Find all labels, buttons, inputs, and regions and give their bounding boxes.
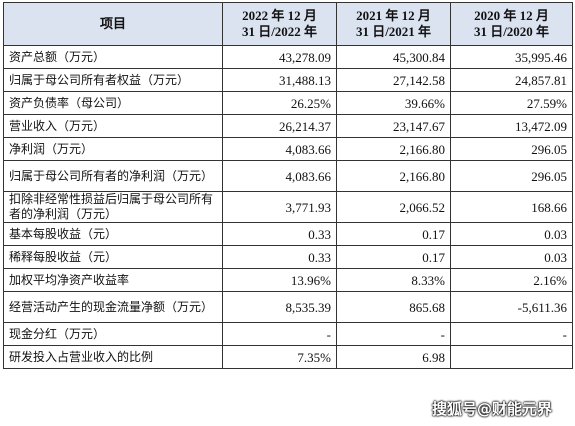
table-row: 资产总额（万元） 43,278.09 45,300.84 35,995.46 [3, 45, 573, 69]
row-label: 扣除非经常性损益后归属于母公司所有者的净利润（万元） [3, 191, 223, 223]
table-row: 资产负债率（母公司） 26.25% 39.66% 27.59% [3, 91, 573, 115]
cell-2022: 0.33 [222, 222, 337, 246]
table-row: 研发投入占营业收入的比例 7.35% 6.98 [3, 345, 573, 369]
row-label: 资产负债率（母公司） [3, 91, 223, 115]
header-2022-line2: 31 日/2022 年 [241, 24, 318, 39]
row-label: 经营活动产生的现金流量净额（万元） [3, 291, 223, 323]
row-label: 基本每股收益（元） [3, 222, 223, 246]
cell-2022: 8,535.39 [222, 291, 337, 323]
header-2021: 2021 年 12 月 31 日/2021 年 [336, 2, 451, 46]
cell-2020: 24,857.81 [450, 68, 573, 92]
cell-2021: - [336, 322, 451, 346]
cell-2021: 8.33% [336, 268, 451, 292]
cell-2020: 0.03 [450, 245, 573, 269]
row-label: 营业收入（万元） [3, 114, 223, 138]
cell-2022: 13.96% [222, 268, 337, 292]
row-label: 净利润（万元） [3, 137, 223, 161]
cell-2022: 26,214.37 [222, 114, 337, 138]
row-label: 加权平均净资产收益率 [3, 268, 223, 292]
cell-2022: 26.25% [222, 91, 337, 115]
cell-2020: - [450, 322, 573, 346]
row-label: 归属于母公司所有者的净利润（万元） [3, 160, 223, 192]
cell-2021: 865.68 [336, 291, 451, 323]
table-row: 营业收入（万元） 26,214.37 23,147.67 13,472.09 [3, 114, 573, 138]
header-2022-line1: 2022 年 12 月 [242, 8, 317, 23]
cell-2021: 0.17 [336, 222, 451, 246]
cell-2022: 4,083.66 [222, 137, 337, 161]
cell-2020: 296.05 [450, 160, 573, 192]
header-2020-line2: 31 日/2020 年 [473, 24, 550, 39]
watermark-text: 搜狐号@财能元界 [432, 400, 553, 418]
table-row: 扣除非经常性损益后归属于母公司所有者的净利润（万元） 3,771.93 2,06… [3, 191, 573, 223]
cell-2020: 13,472.09 [450, 114, 573, 138]
table-row: 归属于母公司所有者的净利润（万元） 4,083.66 2,166.80 296.… [3, 160, 573, 192]
header-2021-line2: 31 日/2021 年 [355, 24, 432, 39]
cell-2021: 39.66% [336, 91, 451, 115]
cell-2020: 2.16% [450, 268, 573, 292]
row-label: 研发投入占营业收入的比例 [3, 345, 223, 369]
cell-2022: 7.35% [222, 345, 337, 369]
table-row: 稀释每股收益（元） 0.33 0.17 0.03 [3, 245, 573, 269]
cell-2021: 2,166.80 [336, 137, 451, 161]
header-2020: 2020 年 12 月 31 日/2020 年 [450, 2, 573, 46]
cell-2022: 43,278.09 [222, 45, 337, 69]
cell-2021: 2,066.52 [336, 191, 451, 223]
cell-2020: 27.59% [450, 91, 573, 115]
cell-2020: 296.05 [450, 137, 573, 161]
header-2020-line1: 2020 年 12 月 [474, 8, 549, 23]
table-row: 归属于母公司所有者权益（万元） 31,488.13 27,142.58 24,8… [3, 68, 573, 92]
financial-table: 项目 2022 年 12 月 31 日/2022 年 2021 年 12 月 3… [3, 2, 573, 369]
cell-2022: 31,488.13 [222, 68, 337, 92]
cell-2021: 27,142.58 [336, 68, 451, 92]
cell-2021: 45,300.84 [336, 45, 451, 69]
row-label: 稀释每股收益（元） [3, 245, 223, 269]
cell-2021: 6.98 [336, 345, 451, 369]
cell-2020: 0.03 [450, 222, 573, 246]
table-row: 加权平均净资产收益率 13.96% 8.33% 2.16% [3, 268, 573, 292]
table-row: 净利润（万元） 4,083.66 2,166.80 296.05 [3, 137, 573, 161]
header-row: 项目 2022 年 12 月 31 日/2022 年 2021 年 12 月 3… [3, 2, 573, 46]
table-row: 现金分红（万元） - - - [3, 322, 573, 346]
cell-2020: -5,611.36 [450, 291, 573, 323]
table-row: 基本每股收益（元） 0.33 0.17 0.03 [3, 222, 573, 246]
cell-2020 [450, 345, 573, 369]
header-item: 项目 [3, 2, 223, 46]
cell-2021: 23,147.67 [336, 114, 451, 138]
row-label: 现金分红（万元） [3, 322, 223, 346]
row-label: 资产总额（万元） [3, 45, 223, 69]
row-label: 归属于母公司所有者权益（万元） [3, 68, 223, 92]
cell-2020: 35,995.46 [450, 45, 573, 69]
cell-2021: 2,166.80 [336, 160, 451, 192]
table-row: 经营活动产生的现金流量净额（万元） 8,535.39 865.68 -5,611… [3, 291, 573, 323]
cell-2022: - [222, 322, 337, 346]
cell-2022: 0.33 [222, 245, 337, 269]
cell-2020: 168.66 [450, 191, 573, 223]
cell-2022: 3,771.93 [222, 191, 337, 223]
cell-2022: 4,083.66 [222, 160, 337, 192]
cell-2021: 0.17 [336, 245, 451, 269]
header-2021-line1: 2021 年 12 月 [356, 8, 431, 23]
header-2022: 2022 年 12 月 31 日/2022 年 [222, 2, 337, 46]
